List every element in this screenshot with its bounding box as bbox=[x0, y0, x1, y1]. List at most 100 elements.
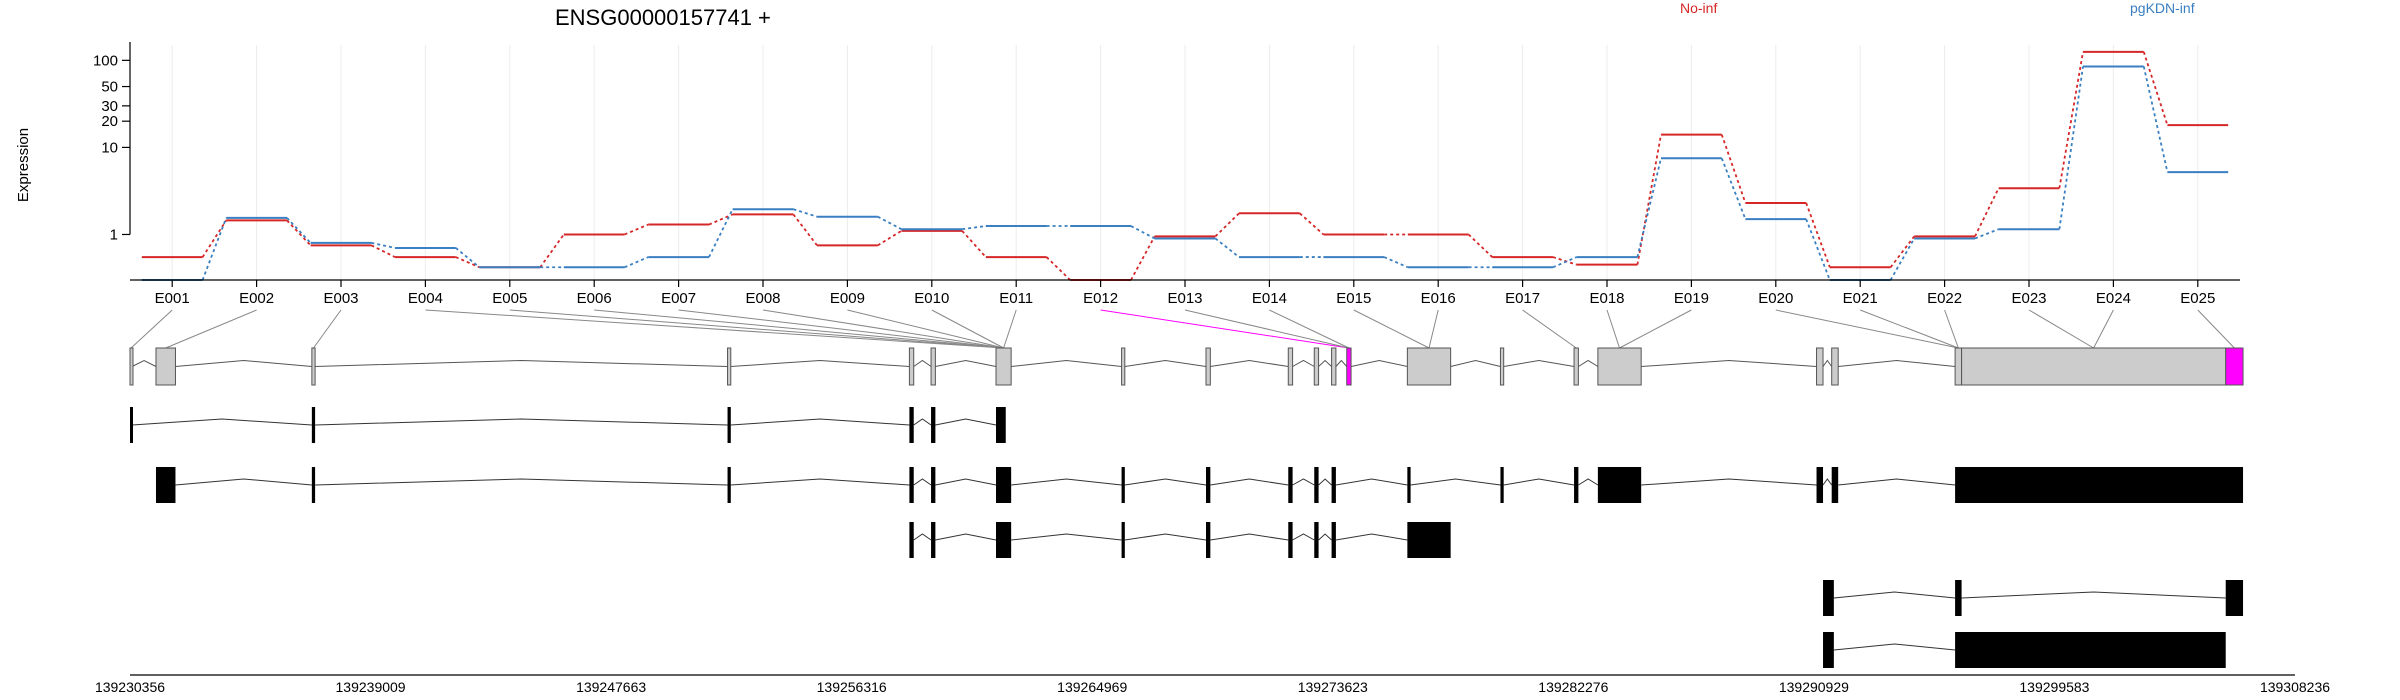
exon-box bbox=[1205, 347, 1211, 386]
intron bbox=[935, 418, 997, 426]
intron bbox=[1833, 643, 1956, 651]
exon-block bbox=[931, 407, 936, 443]
x-tick-label: E013 bbox=[1167, 290, 1202, 307]
transcript bbox=[1823, 580, 2244, 616]
x-tick-label: E015 bbox=[1336, 290, 1371, 307]
series-connector bbox=[1214, 212, 1240, 238]
exon-block bbox=[909, 522, 914, 558]
intron bbox=[132, 418, 312, 426]
intron bbox=[1641, 359, 1817, 367]
x-tick-label: E025 bbox=[2180, 290, 2215, 307]
y-tick-label: 10 bbox=[101, 139, 118, 156]
intron bbox=[1641, 478, 1817, 486]
coordinate-label: 139230356 bbox=[95, 679, 165, 695]
series-connector bbox=[201, 219, 227, 258]
intron bbox=[1292, 359, 1315, 367]
exon-block bbox=[1816, 467, 1824, 503]
series-connector bbox=[961, 230, 987, 258]
exon-box bbox=[129, 347, 134, 386]
series-connector bbox=[1636, 158, 1662, 258]
exon-box bbox=[995, 347, 1012, 386]
series-connector bbox=[370, 244, 396, 258]
gene-title: ENSG00000157741 + bbox=[555, 5, 771, 30]
x-tick-label: E003 bbox=[323, 290, 358, 307]
exon-block bbox=[1314, 467, 1319, 503]
y-tick-label: 1 bbox=[110, 226, 118, 243]
intron bbox=[1011, 359, 1122, 367]
series-connector bbox=[1467, 233, 1493, 258]
exon-box bbox=[2225, 347, 2244, 386]
intron bbox=[913, 418, 932, 426]
exon-box bbox=[1831, 347, 1839, 386]
transcript bbox=[155, 467, 2244, 503]
y-tick-label: 30 bbox=[101, 98, 118, 115]
intron bbox=[730, 359, 910, 367]
x-tick-label: E014 bbox=[1252, 290, 1287, 307]
x-tick-label: E004 bbox=[408, 290, 443, 307]
intron bbox=[1210, 533, 1289, 541]
intron bbox=[1318, 533, 1332, 541]
intron bbox=[1335, 478, 1408, 486]
series-connector bbox=[1552, 256, 1577, 266]
x-tick-label: E020 bbox=[1758, 290, 1793, 307]
intron bbox=[1578, 478, 1599, 486]
legend-pgkdn-inf: pgKDN-inf bbox=[2130, 0, 2195, 16]
exon-box bbox=[1287, 347, 1294, 386]
genomic-coordinate-axis: 139230356 139239009 139247663 139256316 1392… bbox=[95, 674, 2330, 695]
intron bbox=[935, 359, 997, 367]
exon-connector bbox=[1003, 309, 1017, 349]
series-connector bbox=[455, 247, 480, 268]
series-connector bbox=[1045, 256, 1071, 281]
series-connector bbox=[1130, 235, 1156, 281]
exon-box bbox=[1573, 347, 1579, 386]
y-tick-label: 20 bbox=[101, 113, 118, 130]
intron bbox=[1318, 478, 1332, 486]
transcript bbox=[909, 522, 1451, 558]
series-connector bbox=[201, 217, 228, 281]
exon-block bbox=[1597, 467, 1642, 503]
exon-box bbox=[908, 347, 915, 386]
intron bbox=[315, 478, 728, 486]
series-connector bbox=[2142, 66, 2169, 173]
exon-block bbox=[1500, 467, 1504, 503]
intron bbox=[315, 359, 728, 367]
series-connector bbox=[1889, 238, 1915, 281]
intron bbox=[1292, 533, 1315, 541]
series-connector bbox=[1130, 225, 1156, 240]
y-tick-label: 100 bbox=[93, 52, 118, 69]
series-connector bbox=[286, 219, 312, 246]
x-tick-label: E001 bbox=[155, 290, 190, 307]
exon-connector bbox=[2197, 309, 2235, 349]
exon-axis: E001 E002 E003 E004 E005 E006 E007 E008 E009 E010… bbox=[130, 279, 2240, 307]
exon-block bbox=[1121, 522, 1125, 558]
series-connector bbox=[1889, 235, 1915, 268]
coordinate-label: 139282276 bbox=[1538, 679, 1608, 695]
intron bbox=[315, 418, 728, 426]
intron bbox=[1838, 478, 1956, 486]
exon-connector bbox=[2028, 309, 2094, 349]
exon-block bbox=[996, 407, 1006, 443]
exon-connector bbox=[931, 309, 1004, 349]
intron bbox=[1822, 359, 1833, 367]
x-tick-label: E007 bbox=[661, 290, 696, 307]
exon-box bbox=[1961, 347, 2227, 386]
intron bbox=[1450, 359, 1501, 367]
exon-block bbox=[311, 407, 316, 443]
series-connector bbox=[877, 215, 902, 230]
series-connector bbox=[624, 223, 649, 236]
intron bbox=[913, 533, 932, 541]
exon-box bbox=[1954, 347, 1963, 386]
exon-connector bbox=[1775, 309, 1959, 349]
series-connector bbox=[877, 230, 902, 247]
coordinate-label: 139273623 bbox=[1298, 679, 1368, 695]
intron bbox=[1838, 359, 1956, 367]
exon-block bbox=[1955, 467, 2244, 503]
exon-block bbox=[1823, 580, 1834, 616]
coordinate-label: 139239009 bbox=[336, 679, 406, 695]
grid-lines bbox=[171, 45, 2199, 280]
exon-connector bbox=[594, 309, 1004, 349]
exon-box bbox=[311, 347, 316, 386]
intron bbox=[730, 418, 910, 426]
series-connector bbox=[1805, 202, 1831, 268]
exon-connector bbox=[1269, 309, 1350, 349]
